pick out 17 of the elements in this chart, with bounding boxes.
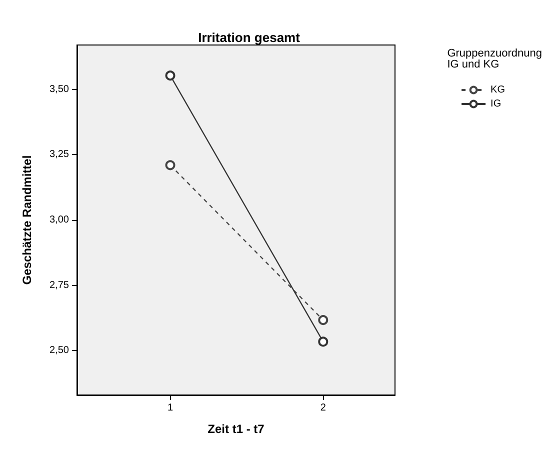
legend-label: KG: [490, 84, 506, 96]
y-tick-label: 3,00: [50, 214, 70, 226]
point: [318, 336, 328, 347]
y-tick-label: 3,50: [50, 84, 70, 95]
x-tick-label: 1: [167, 402, 174, 414]
y-tick-label: 3,25: [50, 149, 70, 160]
chart-title: Irritation gesamt: [198, 30, 301, 45]
point: [165, 70, 176, 81]
x-tick-label: 2: [320, 402, 326, 414]
x-axis-title: Zeit t1 - t7: [208, 422, 265, 436]
point: [165, 160, 176, 170]
legend-title: Gruppenzuordnung IG und KG: [447, 48, 542, 70]
legend-label: IG: [490, 98, 502, 110]
y-tick-label: 2,75: [50, 280, 70, 291]
point: [318, 315, 328, 326]
y-axis-title: Geschätzte Randmittel: [20, 155, 34, 285]
y-tick-label: 2,50: [50, 345, 70, 356]
